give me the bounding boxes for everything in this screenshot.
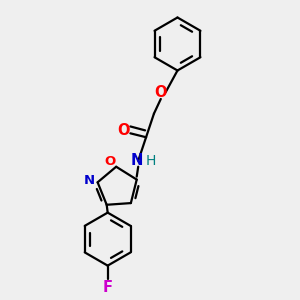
Text: O: O xyxy=(105,155,116,168)
Text: F: F xyxy=(103,280,113,295)
Text: H: H xyxy=(146,154,156,168)
Text: N: N xyxy=(84,174,95,187)
Text: O: O xyxy=(117,123,130,138)
Text: O: O xyxy=(154,85,167,100)
Text: N: N xyxy=(131,153,143,168)
